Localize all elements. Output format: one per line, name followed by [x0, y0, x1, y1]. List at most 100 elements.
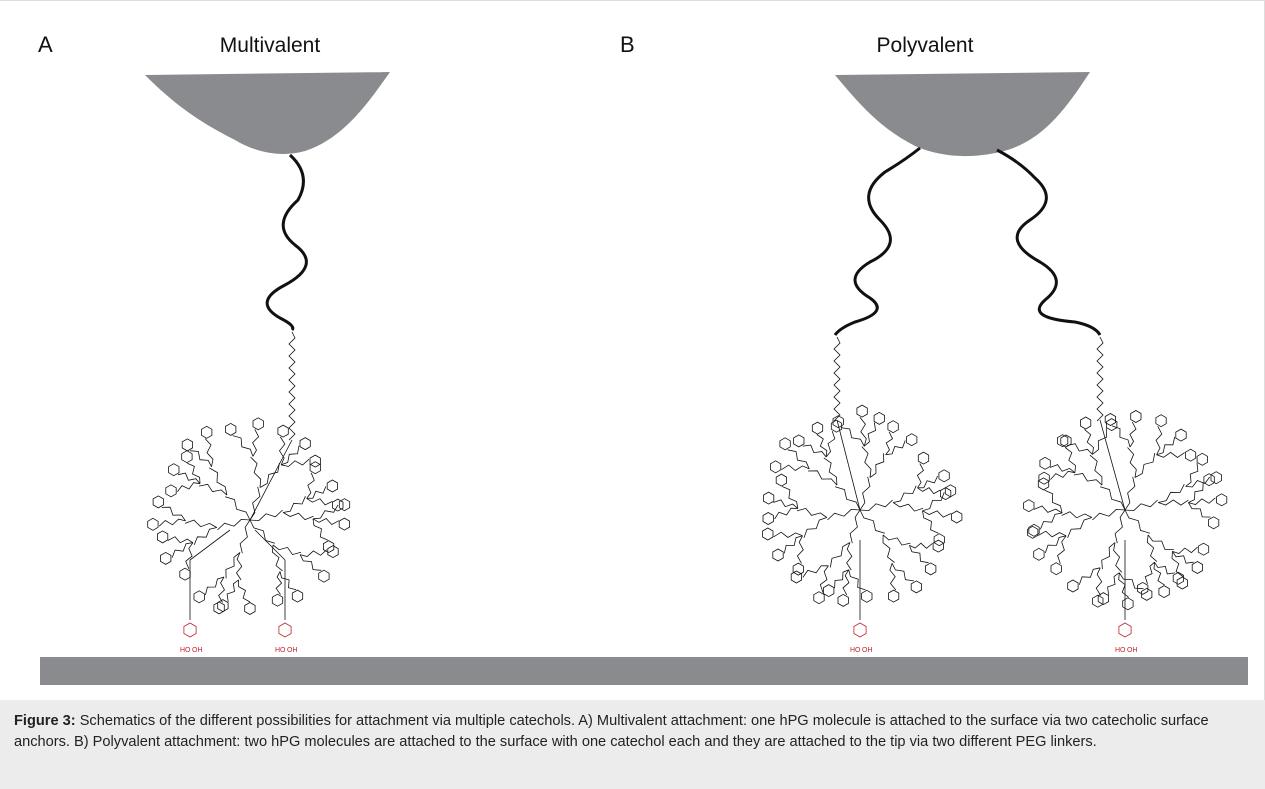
figure: A Multivalent B Polyvalent HO OH HO OH HO OH H… — [0, 0, 1265, 700]
catechol-ring — [887, 420, 899, 434]
catechol-ring — [940, 487, 952, 501]
bond-chain — [802, 444, 827, 458]
bond-chain — [312, 504, 339, 520]
bond-chain — [281, 459, 310, 467]
catechol-ring — [1027, 525, 1039, 539]
anchor-label: OH — [862, 647, 873, 654]
bond-chain — [238, 579, 251, 603]
panel-title: Multivalent — [220, 34, 321, 57]
bond-chain — [1049, 464, 1076, 474]
catechol-ring — [201, 425, 213, 439]
catechol-ring — [244, 602, 256, 615]
catechol-ring — [1104, 413, 1116, 426]
bond-chain — [783, 535, 803, 554]
bond — [254, 529, 286, 561]
catechol-ring — [152, 495, 164, 509]
bond — [1099, 419, 1126, 511]
bond-chain — [1095, 567, 1103, 596]
bond-chain — [249, 486, 261, 521]
bond-chain — [1114, 509, 1126, 544]
bond-chain — [312, 518, 340, 525]
bond-chain — [167, 536, 194, 544]
bond-chain — [922, 492, 945, 512]
catechol-ring — [772, 548, 784, 562]
bond-chain — [782, 486, 799, 509]
bond-chain — [1050, 470, 1075, 480]
catechol-ring — [1155, 414, 1167, 428]
bond-chain — [282, 512, 314, 521]
anchor-label: OH — [287, 647, 298, 654]
bond-chain — [834, 486, 861, 511]
catechol-ring — [933, 533, 945, 547]
catechol-ring — [910, 580, 922, 594]
catechol-ring — [332, 498, 344, 512]
caption: Figure 3: Schematics of the different po… — [0, 700, 1265, 789]
bond-chain — [829, 542, 851, 568]
anchor-label: HO — [1115, 647, 1126, 654]
catechol-ring — [1196, 452, 1208, 466]
bond-chain — [803, 517, 827, 538]
bond-chain — [819, 565, 829, 593]
bond-chain — [1144, 561, 1155, 585]
catechol-ring — [252, 417, 264, 431]
peg-chain — [288, 331, 296, 441]
peg-linker — [996, 148, 1102, 336]
catechol-ring — [811, 421, 824, 435]
catechol-ring — [278, 622, 292, 638]
bond-chain — [773, 531, 803, 538]
bond-chain — [1188, 502, 1211, 518]
bond-chain — [1092, 508, 1126, 521]
catechol-ring — [873, 411, 885, 425]
bond-chain — [1089, 454, 1103, 486]
bond-chain — [177, 482, 201, 493]
catechol-ring — [832, 415, 844, 429]
bond-chain — [859, 416, 867, 447]
catechol-ring — [1210, 471, 1222, 485]
catechol-ring — [1176, 576, 1188, 590]
bond-chain — [190, 450, 212, 467]
bond-chain — [1134, 452, 1156, 478]
bond-chain — [205, 576, 225, 596]
bond-chain — [187, 462, 201, 484]
bond-chain — [218, 576, 226, 603]
panel-label: A — [38, 32, 53, 57]
bond-chain — [1146, 534, 1158, 562]
bond-chain — [885, 440, 906, 456]
bond-chain — [807, 470, 838, 486]
bond-chain — [306, 486, 327, 499]
catechol-ring — [792, 562, 804, 576]
bond-chain — [848, 569, 866, 591]
bond-chain — [1158, 499, 1189, 506]
catechol-ring — [1122, 597, 1134, 611]
catechol-ring — [823, 584, 835, 598]
catechol-ring — [193, 590, 205, 604]
catechol-ring — [1172, 571, 1184, 585]
catechol-ring — [271, 593, 284, 607]
anchor-label: OH — [1127, 647, 1138, 654]
catechol-ring — [183, 622, 197, 638]
bond-chain — [250, 456, 262, 488]
catechol-ring — [1175, 428, 1187, 442]
bond-chain — [1127, 447, 1137, 478]
catechol-ring — [888, 589, 900, 603]
bond-chain — [849, 509, 861, 544]
bond-chain — [891, 563, 914, 582]
bond-chain — [882, 534, 895, 563]
catechol-ring — [1067, 579, 1079, 593]
catechol-ring — [291, 589, 304, 603]
bond-chain — [859, 476, 871, 511]
bond-chain — [846, 542, 853, 571]
bond-chain — [249, 519, 276, 544]
catechol-ring — [793, 434, 805, 448]
bond-chain — [225, 552, 241, 579]
catechol-ring — [762, 512, 774, 525]
catechol-ring — [1185, 448, 1197, 462]
bond-chain — [1107, 572, 1120, 595]
bond-chain — [306, 498, 333, 506]
bond-chain — [909, 545, 929, 564]
bond-chain — [922, 510, 952, 518]
catechol-ring — [168, 463, 180, 477]
catechol-ring — [1039, 456, 1051, 470]
catechol-ring — [327, 545, 339, 559]
catechol-ring — [917, 451, 930, 465]
